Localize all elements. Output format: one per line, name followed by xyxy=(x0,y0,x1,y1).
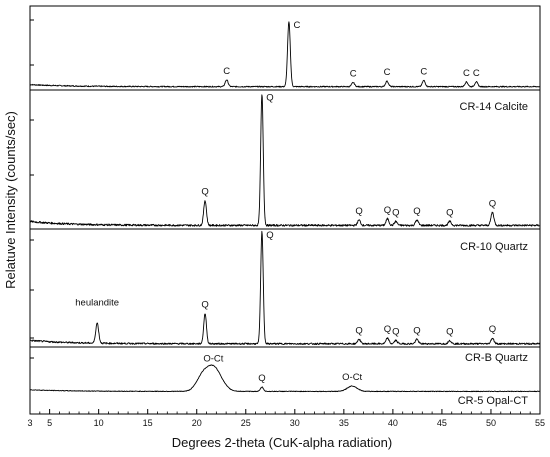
peak-label: Q xyxy=(201,300,208,311)
peak-label: Q xyxy=(258,373,265,384)
series-label: CR-14 Calcite xyxy=(460,101,528,113)
x-tick-label: 10 xyxy=(94,418,104,428)
x-axis-label: Degrees 2-theta (CuK-alpha radiation) xyxy=(172,435,392,450)
y-axis-label: Relatuve Intensity (counts/sec) xyxy=(3,111,18,289)
peak-label: Q xyxy=(392,326,399,337)
peak-label: Q xyxy=(446,207,453,218)
panel-labels: CR-14 Calcite CR-10 Quartz CR-B Quartz CR-5… xyxy=(458,101,529,407)
peak-label: heulandite xyxy=(75,298,119,309)
peak-label: Q xyxy=(266,92,273,103)
peak-label: C xyxy=(293,20,300,31)
x-tick-label: 35 xyxy=(339,418,349,428)
peak-label: Q xyxy=(355,325,362,336)
peak-label: O-Ct xyxy=(203,354,223,365)
x-tick-label: 45 xyxy=(437,418,447,428)
x-tick-label: 55 xyxy=(535,418,545,428)
x-tick-label: 40 xyxy=(388,418,398,428)
series-line xyxy=(29,21,541,88)
diffraction-traces xyxy=(29,21,541,393)
peak-label: Q xyxy=(489,324,496,335)
peak-label: C xyxy=(420,67,427,78)
peak-label: Q xyxy=(489,198,496,209)
series-label: CR-B Quartz xyxy=(465,352,528,364)
peak-label: C xyxy=(350,69,357,80)
x-tick-label: 5 xyxy=(47,418,52,428)
series-line xyxy=(29,94,541,227)
x-tick-label: 25 xyxy=(241,418,251,428)
peak-label: Q xyxy=(446,326,453,337)
series-label: CR-5 Opal-CT xyxy=(458,395,529,407)
peak-label: C xyxy=(223,66,230,77)
peak-label: Q xyxy=(355,206,362,217)
peak-label: Q xyxy=(413,206,420,217)
x-tick-label: 3 xyxy=(27,418,32,428)
x-tick-label: 30 xyxy=(290,418,300,428)
peak-label: Q xyxy=(201,186,208,197)
series-line xyxy=(29,364,541,393)
peak-label: C xyxy=(463,68,470,79)
peak-label: O-Ct xyxy=(342,372,362,383)
x-tick-label: 20 xyxy=(192,418,202,428)
peak-label: Q xyxy=(384,205,391,216)
x-axis-ticks: 3 5 10 15 20 25 30 35 40 45 50 55 xyxy=(27,409,545,428)
peak-label: Q xyxy=(413,325,420,336)
x-tick-label: 50 xyxy=(486,418,496,428)
peak-label: Q xyxy=(266,230,273,241)
peak-label: Q xyxy=(384,324,391,335)
peak-label: Q xyxy=(392,207,399,218)
peak-label: C xyxy=(384,67,391,78)
series-label: CR-10 Quartz xyxy=(460,241,528,253)
peak-label: C xyxy=(473,68,480,79)
x-tick-label: 15 xyxy=(143,418,153,428)
series-line xyxy=(29,230,541,345)
